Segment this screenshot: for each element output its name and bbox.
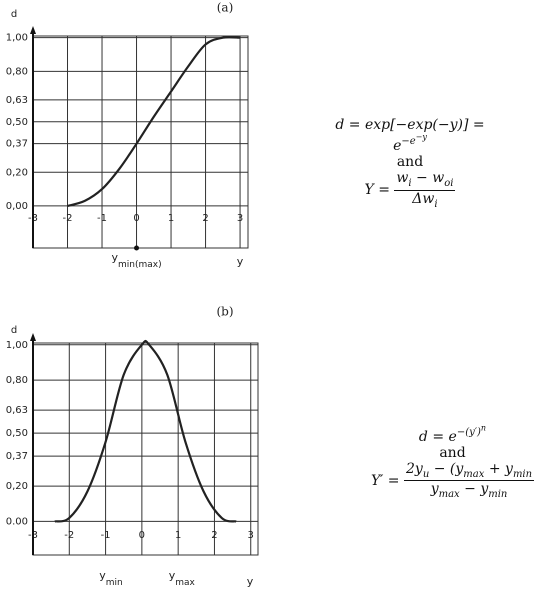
x-tick-label: 0 xyxy=(139,530,145,541)
y-tick-label: 0.00 xyxy=(6,516,28,527)
axis-arrow xyxy=(30,333,36,341)
eq-num: − w xyxy=(411,170,445,187)
eq-text: d = exp[−exp(−y)] = e xyxy=(335,117,485,155)
eq-supsup: −y xyxy=(415,133,427,143)
annotation-main: y xyxy=(99,569,106,582)
x-tick-label: -1 xyxy=(97,213,107,224)
eq-conj: and xyxy=(396,154,424,171)
y-tick-label: 0,80 xyxy=(6,375,28,386)
plot-frame xyxy=(32,342,259,556)
x-tick-label: 3 xyxy=(248,530,254,541)
x-tick-label: 2 xyxy=(211,530,217,541)
eq-lhs: Y′ = xyxy=(370,472,400,489)
eq-num: + y xyxy=(484,461,513,478)
annotation: ymin(max) xyxy=(111,251,161,270)
y-tick-label: 0,20 xyxy=(6,167,28,178)
y-tick-label: 0,50 xyxy=(6,428,28,439)
eq-den-sub: min xyxy=(488,489,508,501)
annotation: ymin xyxy=(99,569,123,588)
x-tick-label: 2 xyxy=(202,213,208,224)
x-tick-label: 3 xyxy=(237,213,243,224)
eq-den-sub: i xyxy=(434,198,438,210)
annotation: ymax xyxy=(169,569,196,588)
curve xyxy=(67,36,241,207)
eq-den-sub: max xyxy=(438,489,460,501)
eq-den: Δw xyxy=(412,190,435,207)
axis-arrow xyxy=(30,26,36,34)
y-tick-label: 0,50 xyxy=(6,117,28,128)
eq-sup: −e xyxy=(401,136,416,148)
chart-b: (b)dy0.000,200,370,500,630,801,00-3-2-10… xyxy=(6,305,259,588)
equation-b: d = e−(y′)n and Y′ = 2yu − (ymax + ymin … xyxy=(355,424,550,501)
annotation-sub: min xyxy=(106,578,123,588)
curve xyxy=(54,339,237,523)
x-axis-label: y xyxy=(237,255,244,268)
eq-den: − y xyxy=(459,481,489,498)
y-axis-label: d xyxy=(11,9,17,20)
x-axis-label: y xyxy=(247,575,254,588)
eq-text: d = e xyxy=(418,428,457,445)
x-tick-label: -2 xyxy=(64,530,74,541)
chart-a: (a)dy0,000,200,370,500,630,801,00-3-2-10… xyxy=(6,1,249,270)
y-tick-label: 0,63 xyxy=(6,405,28,416)
y-tick-label: 0,00 xyxy=(6,201,28,212)
x-tick-label: -2 xyxy=(63,213,73,224)
x-tick-label: 0 xyxy=(133,213,139,224)
y-tick-label: 0,63 xyxy=(6,95,28,106)
y-tick-label: 0,80 xyxy=(6,66,28,77)
eq-lhs: Y = xyxy=(364,182,390,199)
eq-num: − (y xyxy=(429,461,464,478)
x-tick-label: -1 xyxy=(101,530,111,541)
eq-den: y xyxy=(430,481,439,498)
y-tick-label: 0,37 xyxy=(6,139,28,150)
eq-num: w xyxy=(396,170,409,187)
eq-num-sub: min xyxy=(512,468,533,480)
eq-num: 2y xyxy=(406,461,423,478)
y-tick-label: 0,20 xyxy=(6,481,28,492)
chart-title: (b) xyxy=(216,305,233,319)
annotation-main: y xyxy=(169,569,176,582)
annotation-sub: max xyxy=(175,578,195,588)
eq-num-sub: u xyxy=(422,468,430,480)
annotation-sub: min(max) xyxy=(118,260,162,270)
x-tick-label: 1 xyxy=(175,530,181,541)
y-tick-label: 1,00 xyxy=(6,33,28,44)
eq-supsup: n xyxy=(480,424,487,433)
eq-num-sub: i xyxy=(408,178,412,190)
y-axis-label: d xyxy=(11,325,17,336)
x-tick-label: 1 xyxy=(168,213,174,224)
eq-sup: −(y′) xyxy=(456,427,481,439)
chart-title: (a) xyxy=(217,1,234,15)
y-tick-label: 1,00 xyxy=(6,340,28,351)
annotation-main: y xyxy=(111,251,118,264)
y-tick-label: 0,37 xyxy=(6,451,28,462)
eq-num-sub: oi xyxy=(444,178,454,190)
eq-num-sub: max xyxy=(463,468,485,480)
marker-dot xyxy=(134,245,140,251)
eq-conj: and xyxy=(439,445,466,462)
equation-a: d = exp[−exp(−y)] = e−e−y and Y = wi − w… xyxy=(320,117,500,210)
